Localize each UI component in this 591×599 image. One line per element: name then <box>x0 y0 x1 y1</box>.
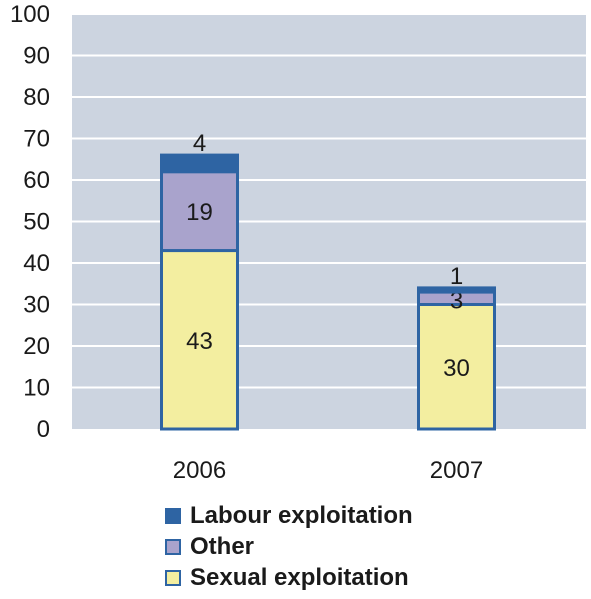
legend-item-other: Other <box>165 531 413 562</box>
legend-item-sexual: Sexual exploitation <box>165 562 413 593</box>
data-label-2006-series-2: 4 <box>193 130 206 157</box>
y-tick-label-50: 50 <box>23 209 50 236</box>
x-axis: 2006 2007 <box>173 457 483 484</box>
bar-2006-series-2 <box>160 153 239 174</box>
legend-swatch-other <box>165 538 181 555</box>
x-tick-label-2006: 2006 <box>173 457 226 484</box>
data-label-2006-series-0: 43 <box>186 328 213 355</box>
y-tick-label-80: 80 <box>23 84 50 111</box>
bars: 43 19 4 30 31 <box>160 130 496 431</box>
legend-label-other: Other <box>190 532 255 560</box>
y-tick-label-100: 100 <box>10 1 50 28</box>
data-label-2006-series-1: 19 <box>186 199 213 226</box>
x-tick-label-2007: 2007 <box>430 457 483 484</box>
y-tick-label-60: 60 <box>23 167 50 194</box>
data-label-2007-series-1: 3 <box>450 287 463 314</box>
bar-2007-series-2 <box>417 286 496 294</box>
y-tick-label-10: 10 <box>23 375 50 402</box>
legend-label-sexual: Sexual exploitation <box>190 563 409 591</box>
data-label-2007-series-2: 1 <box>450 263 463 290</box>
bar-2006-series-0 <box>160 249 239 431</box>
data-label-2007-series-0: 30 <box>443 355 470 382</box>
legend-item-labour: Labour exploitation <box>165 500 413 531</box>
y-axis: 0 10 20 30 40 50 60 70 80 90 100 <box>10 1 50 443</box>
legend-label-labour: Labour exploitation <box>190 501 413 529</box>
y-tick-label-70: 70 <box>23 126 50 153</box>
y-tick-label-90: 90 <box>23 43 50 70</box>
legend-swatch-sexual <box>165 569 181 586</box>
bar-2007-series-0 <box>417 303 496 431</box>
y-tick-label-30: 30 <box>23 292 50 319</box>
y-tick-label-0: 0 <box>37 416 50 443</box>
y-tick-label-40: 40 <box>23 250 50 277</box>
y-tick-label-20: 20 <box>23 333 50 360</box>
gridlines <box>72 13 586 389</box>
legend-swatch-labour <box>165 507 181 524</box>
legend: Labour exploitation Other Sexual exploit… <box>165 500 413 593</box>
